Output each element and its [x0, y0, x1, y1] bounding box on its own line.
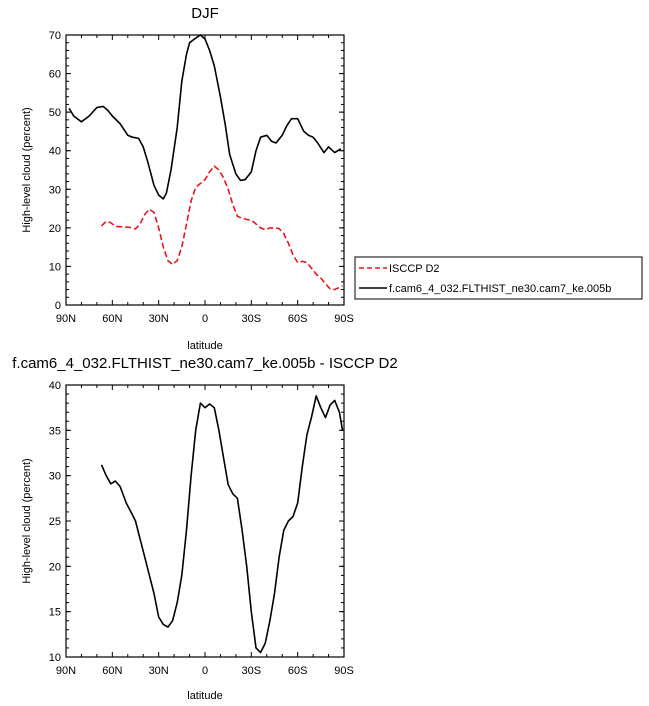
- top-panel-legend: ISCCP D2 f.cam6_4_032.FLTHIST_ne30.cam7_…: [354, 256, 643, 300]
- bottom-ytick-label: 30: [49, 471, 61, 483]
- bottom-panel-frame: [65, 384, 345, 658]
- bottom-xtick-label: 30S: [242, 665, 262, 677]
- top-ytick-label: 40: [49, 146, 61, 158]
- top-panel-series: [68, 34, 343, 291]
- bottom-ytick-label: 40: [49, 380, 61, 392]
- top-xtick-label: 60S: [288, 313, 308, 325]
- top-xtick-label: 90S: [334, 313, 354, 325]
- bottom-xtick-label: 0: [202, 665, 208, 677]
- top-xtick-label: 30N: [149, 313, 169, 325]
- top-ytick-label: 0: [55, 300, 61, 312]
- top-xtick-label: 30S: [242, 313, 262, 325]
- legend-label-isccp: ISCCP D2: [389, 263, 440, 275]
- bottom-xtick-label: 90S: [334, 665, 354, 677]
- bottom-panel-xlabel: latitude: [187, 690, 222, 702]
- bottom-ytick-label: 35: [49, 425, 61, 437]
- top-panel: DJF 90N 60N 30N 0 30S 60S 90S 0 10 20 30 40 50 60 70 l…: [21, 5, 643, 352]
- top-panel-ticks: 90N 60N 30N 0 30S 60S 90S 0 10 20 30 40 50 60 70: [49, 30, 354, 325]
- top-ytick-label: 20: [49, 223, 61, 235]
- legend-label-model: f.cam6_4_032.FLTHIST_ne30.cam7_ke.005b: [389, 283, 611, 295]
- top-series-line-model: [68, 34, 342, 200]
- bottom-ytick-label: 10: [49, 652, 61, 664]
- bottom-panel-ticks: 90N 60N 30N 0 30S 60S 90S 10 15 20 25 30 35 40: [49, 380, 354, 677]
- top-xtick-label: 0: [202, 313, 208, 325]
- bottom-xtick-label: 90N: [56, 665, 76, 677]
- top-xtick-label: 60N: [102, 313, 122, 325]
- bottom-panel: f.cam6_4_032.FLTHIST_ne30.cam7_ke.005b -…: [12, 355, 397, 702]
- top-ytick-label: 70: [49, 30, 61, 42]
- top-panel-title: DJF: [191, 5, 219, 22]
- legend-box: [354, 256, 643, 300]
- bottom-series-line-difference: [100, 395, 344, 654]
- bottom-ytick-label: 15: [49, 607, 61, 619]
- top-panel-frame: [65, 34, 345, 306]
- bottom-panel-title: f.cam6_4_032.FLTHIST_ne30.cam7_ke.005b -…: [12, 355, 397, 372]
- top-ytick-label: 50: [49, 107, 61, 119]
- top-ytick-label: 30: [49, 184, 61, 196]
- bottom-xtick-label: 60S: [288, 665, 308, 677]
- top-xtick-label: 90N: [56, 313, 76, 325]
- top-ytick-label: 60: [49, 69, 61, 81]
- bottom-panel-ylabel: High-level cloud (percent): [21, 458, 33, 583]
- top-panel-xlabel: latitude: [187, 340, 222, 352]
- bottom-panel-series: [100, 395, 344, 654]
- bottom-xtick-label: 30N: [149, 665, 169, 677]
- top-series-line-isccp: [100, 165, 343, 291]
- top-ytick-label: 10: [49, 261, 61, 273]
- bottom-ytick-label: 20: [49, 561, 61, 573]
- bottom-xtick-label: 60N: [102, 665, 122, 677]
- top-panel-ylabel: High-level cloud (percent): [21, 107, 33, 232]
- bottom-ytick-label: 25: [49, 516, 61, 528]
